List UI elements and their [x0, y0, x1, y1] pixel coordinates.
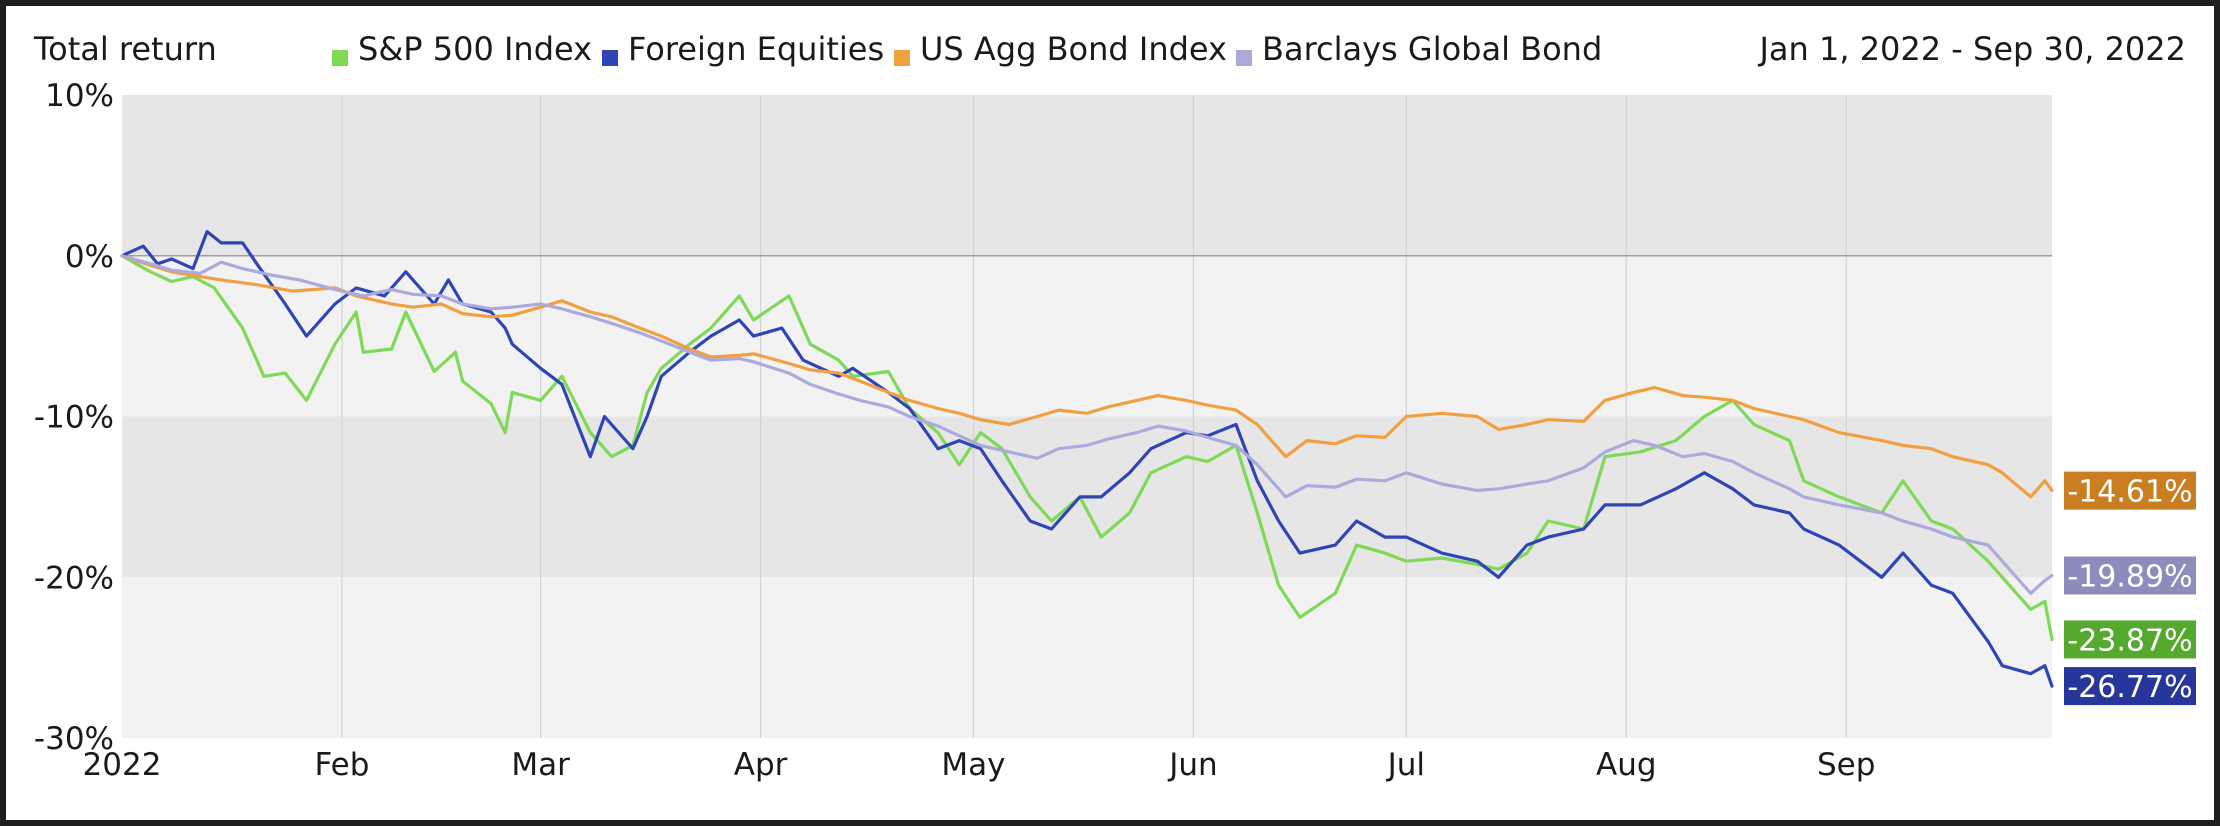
legend-swatch-sp500 — [332, 50, 348, 66]
y-tick-label: -30% — [34, 721, 114, 757]
end-label-value: -23.87% — [2067, 623, 2192, 658]
end-label-foreign: -26.77% — [2064, 667, 2196, 706]
x-tick-label: Jul — [1386, 747, 1425, 783]
x-tick-label: Aug — [1596, 747, 1657, 783]
plot-band — [122, 95, 2052, 256]
legend-label-foreign: Foreign Equities — [628, 30, 884, 68]
series-line-foreign — [120, 230, 2054, 688]
legend-label-barclays: Barclays Global Bond — [1262, 30, 1602, 68]
legend-label-usagg: US Agg Bond Index — [920, 30, 1227, 68]
legend: S&P 500 Index Foreign Equities US Agg Bo… — [332, 30, 1602, 68]
end-label-usagg: -14.61% — [2064, 471, 2196, 510]
legend-item-usagg[interactable]: US Agg Bond Index — [894, 30, 1227, 68]
x-tick-label: Apr — [734, 747, 788, 783]
y-tick-label: 10% — [45, 78, 114, 114]
legend-swatch-usagg — [894, 50, 910, 66]
series-line-barclays — [120, 254, 2054, 595]
end-label-value: -26.77% — [2067, 670, 2192, 705]
x-tick-label: Jun — [1167, 747, 1217, 783]
end-label-value: -14.61% — [2067, 475, 2192, 510]
x-tick-label: Feb — [315, 747, 370, 783]
end-label-box — [2064, 667, 2196, 706]
end-label-box — [2064, 471, 2196, 510]
plot-band — [122, 255, 2052, 417]
y-tick-label: 0% — [65, 239, 114, 275]
chart-frame: 10% 0% -10% -20% -30% 2022 Feb Mar Apr May Jun Jul… — [6, 6, 2214, 820]
legend-item-barclays[interactable]: Barclays Global Bond — [1236, 30, 1602, 68]
x-tick-label: 2022 — [83, 747, 162, 783]
x-tick-label: May — [941, 747, 1005, 783]
total-return-chart: 10% 0% -10% -20% -30% 2022 Feb Mar Apr May Jun Jul… — [33, 30, 2196, 783]
end-label-box — [2064, 556, 2196, 595]
y-tick-label: -10% — [34, 400, 114, 436]
legend-swatch-foreign — [602, 50, 618, 66]
date-range: Jan 1, 2022 - Sep 30, 2022 — [1757, 30, 2186, 68]
x-tick-label: Mar — [511, 747, 570, 783]
end-label-sp500: -23.87% — [2064, 620, 2196, 659]
legend-label-sp500: S&P 500 Index — [358, 30, 592, 68]
chart-title: Total return — [33, 30, 217, 68]
y-tick-label: -20% — [34, 560, 114, 596]
series-line-usagg — [120, 254, 2054, 499]
end-label-box — [2064, 620, 2196, 659]
plot-band — [122, 577, 2052, 738]
end-label-barclays: -19.89% — [2064, 556, 2196, 595]
end-label-value: -19.89% — [2067, 559, 2192, 594]
legend-item-sp500[interactable]: S&P 500 Index — [332, 30, 592, 68]
legend-item-foreign[interactable]: Foreign Equities — [602, 30, 884, 68]
legend-swatch-barclays — [1236, 50, 1252, 66]
x-tick-label: Sep — [1817, 747, 1875, 783]
